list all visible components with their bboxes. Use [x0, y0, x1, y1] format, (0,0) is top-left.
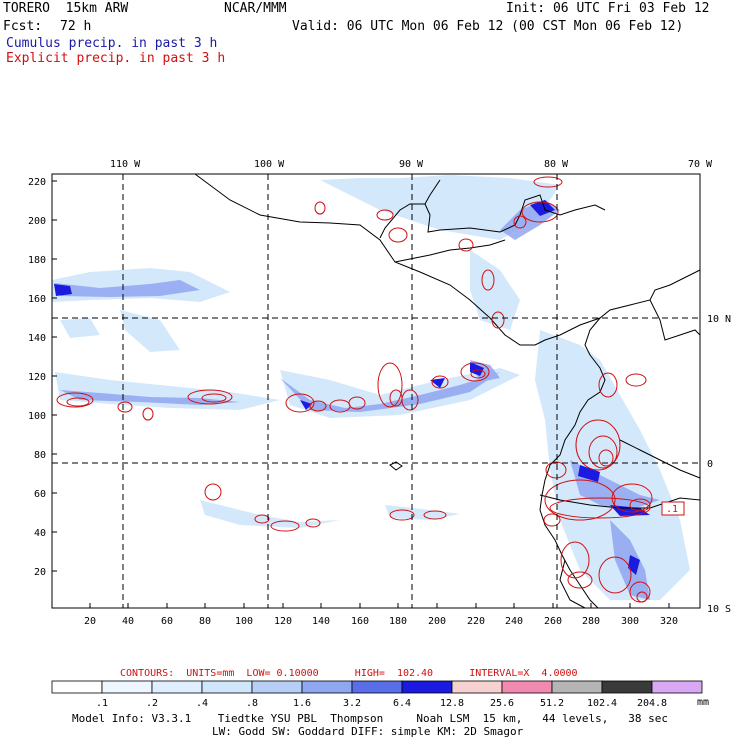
init-time: Init: 06 UTC Fri 03 Feb 12 — [506, 1, 710, 16]
contour-label-box — [661, 501, 685, 516]
y-tick-label: 120 — [28, 372, 46, 383]
y-tick-label: 160 — [28, 294, 46, 305]
cumulus-dark-shading — [54, 200, 650, 575]
x-tick-label: 260 — [544, 616, 562, 627]
forecast-hours: 72 h — [60, 19, 92, 34]
x-tick-label: 300 — [621, 616, 639, 627]
colorbar-swatch — [401, 680, 453, 694]
x-tick-label: 180 — [389, 616, 407, 627]
colorbar-value: 51.2 — [540, 698, 564, 709]
lat-label-10n: 10 N — [707, 314, 731, 325]
x-tick-label: 160 — [351, 616, 369, 627]
y-tick-label: 80 — [34, 450, 46, 461]
y-tick-label: 20 — [34, 567, 46, 578]
x-tick-label: 320 — [660, 616, 678, 627]
colorbar-swatch — [301, 680, 353, 694]
legend-cumulus: Cumulus precip. in past 3 h — [6, 36, 218, 51]
coastlines — [194, 173, 701, 609]
lon-label-80w: 80 W — [544, 159, 569, 170]
y-tick-label: 60 — [34, 489, 46, 500]
forecast-label: Fcst: — [3, 19, 43, 34]
valid-time: Valid: 06 UTC Mon 06 Feb 12 (00 CST Mon … — [292, 19, 684, 34]
lat-label-10s: 10 S — [707, 604, 731, 615]
colorbar-value: .2 — [146, 698, 158, 709]
lon-label-100w: 100 W — [254, 159, 285, 170]
colorbar-unit: mm — [697, 697, 710, 708]
x-tick-label: 80 — [199, 616, 211, 627]
legend-explicit: Explicit precip. in past 3 h — [6, 51, 226, 66]
colorbar-value: 1.6 — [293, 698, 311, 709]
colorbar-swatch — [501, 680, 553, 694]
contours-info: CONTOURS: UNITS=mm LOW= 0.10000 HIGH= 10… — [120, 668, 578, 679]
colorbar-value: 6.4 — [393, 698, 411, 709]
explicit-contours — [56, 176, 653, 603]
model-info-line2: LW: Godd SW: Goddard DIFF: simple KM: 2D… — [212, 725, 524, 738]
y-tick-label: 40 — [34, 528, 46, 539]
y-tick-label: 100 — [28, 411, 46, 422]
colorbar-value: .1 — [96, 698, 108, 709]
x-tick-label: 280 — [582, 616, 600, 627]
colorbar-swatch — [51, 680, 103, 694]
x-tick-label: 240 — [505, 616, 523, 627]
colorbar-value: 25.6 — [490, 698, 514, 709]
colorbar-value: .8 — [246, 698, 258, 709]
x-tick-label: 60 — [161, 616, 173, 627]
x-tick-label: 20 — [84, 616, 96, 627]
map-frame — [51, 173, 701, 609]
x-tick-label: 100 — [235, 616, 253, 627]
x-tick-label: 140 — [312, 616, 330, 627]
colorbar-value: 12.8 — [440, 698, 464, 709]
colorbar: .1 .2 .4 .8 1.6 3.2 6.4 12.8 25.6 51.2 102.4 204.8 — [51, 680, 703, 709]
lon-label-110w: 110 W — [110, 159, 141, 170]
y-tick-label: 140 — [28, 333, 46, 344]
lat-lon-grid — [52, 174, 700, 608]
colorbar-value: 3.2 — [343, 698, 361, 709]
y-tick-label: 200 — [28, 216, 46, 227]
x-tick-label: 120 — [274, 616, 292, 627]
colorbar-swatch — [251, 680, 303, 694]
lon-label-90w: 90 W — [399, 159, 424, 170]
lat-label-0: 0 — [707, 459, 713, 470]
colorbar-swatch — [151, 680, 203, 694]
x-tick-label: 200 — [428, 616, 446, 627]
x-tick-label: 220 — [467, 616, 485, 627]
colorbar-swatch — [101, 680, 153, 694]
colorbar-value: .4 — [196, 698, 208, 709]
tick-marks — [52, 180, 670, 608]
y-tick-label: 180 — [28, 255, 46, 266]
cumulus-light-shading — [52, 175, 690, 600]
colorbar-swatch — [601, 680, 653, 694]
contour-label: .1 — [666, 504, 678, 515]
colorbar-swatch — [201, 680, 253, 694]
colorbar-swatch — [351, 680, 403, 694]
organization: NCAR/MMM — [224, 1, 287, 16]
colorbar-swatch — [451, 680, 503, 694]
y-tick-label: 220 — [28, 177, 46, 188]
lon-label-70w: 70 W — [688, 159, 713, 170]
colorbar-swatch — [551, 680, 603, 694]
x-tick-label: 40 — [122, 616, 134, 627]
model-info-line1: Model Info: V3.3.1 Tiedtke YSU PBL Thomp… — [72, 712, 669, 725]
colorbar-value: 204.8 — [637, 698, 667, 709]
colorbar-value: 102.4 — [587, 698, 617, 709]
colorbar-swatch — [651, 680, 703, 694]
model-name: TORERO 15km ARW — [3, 1, 129, 16]
